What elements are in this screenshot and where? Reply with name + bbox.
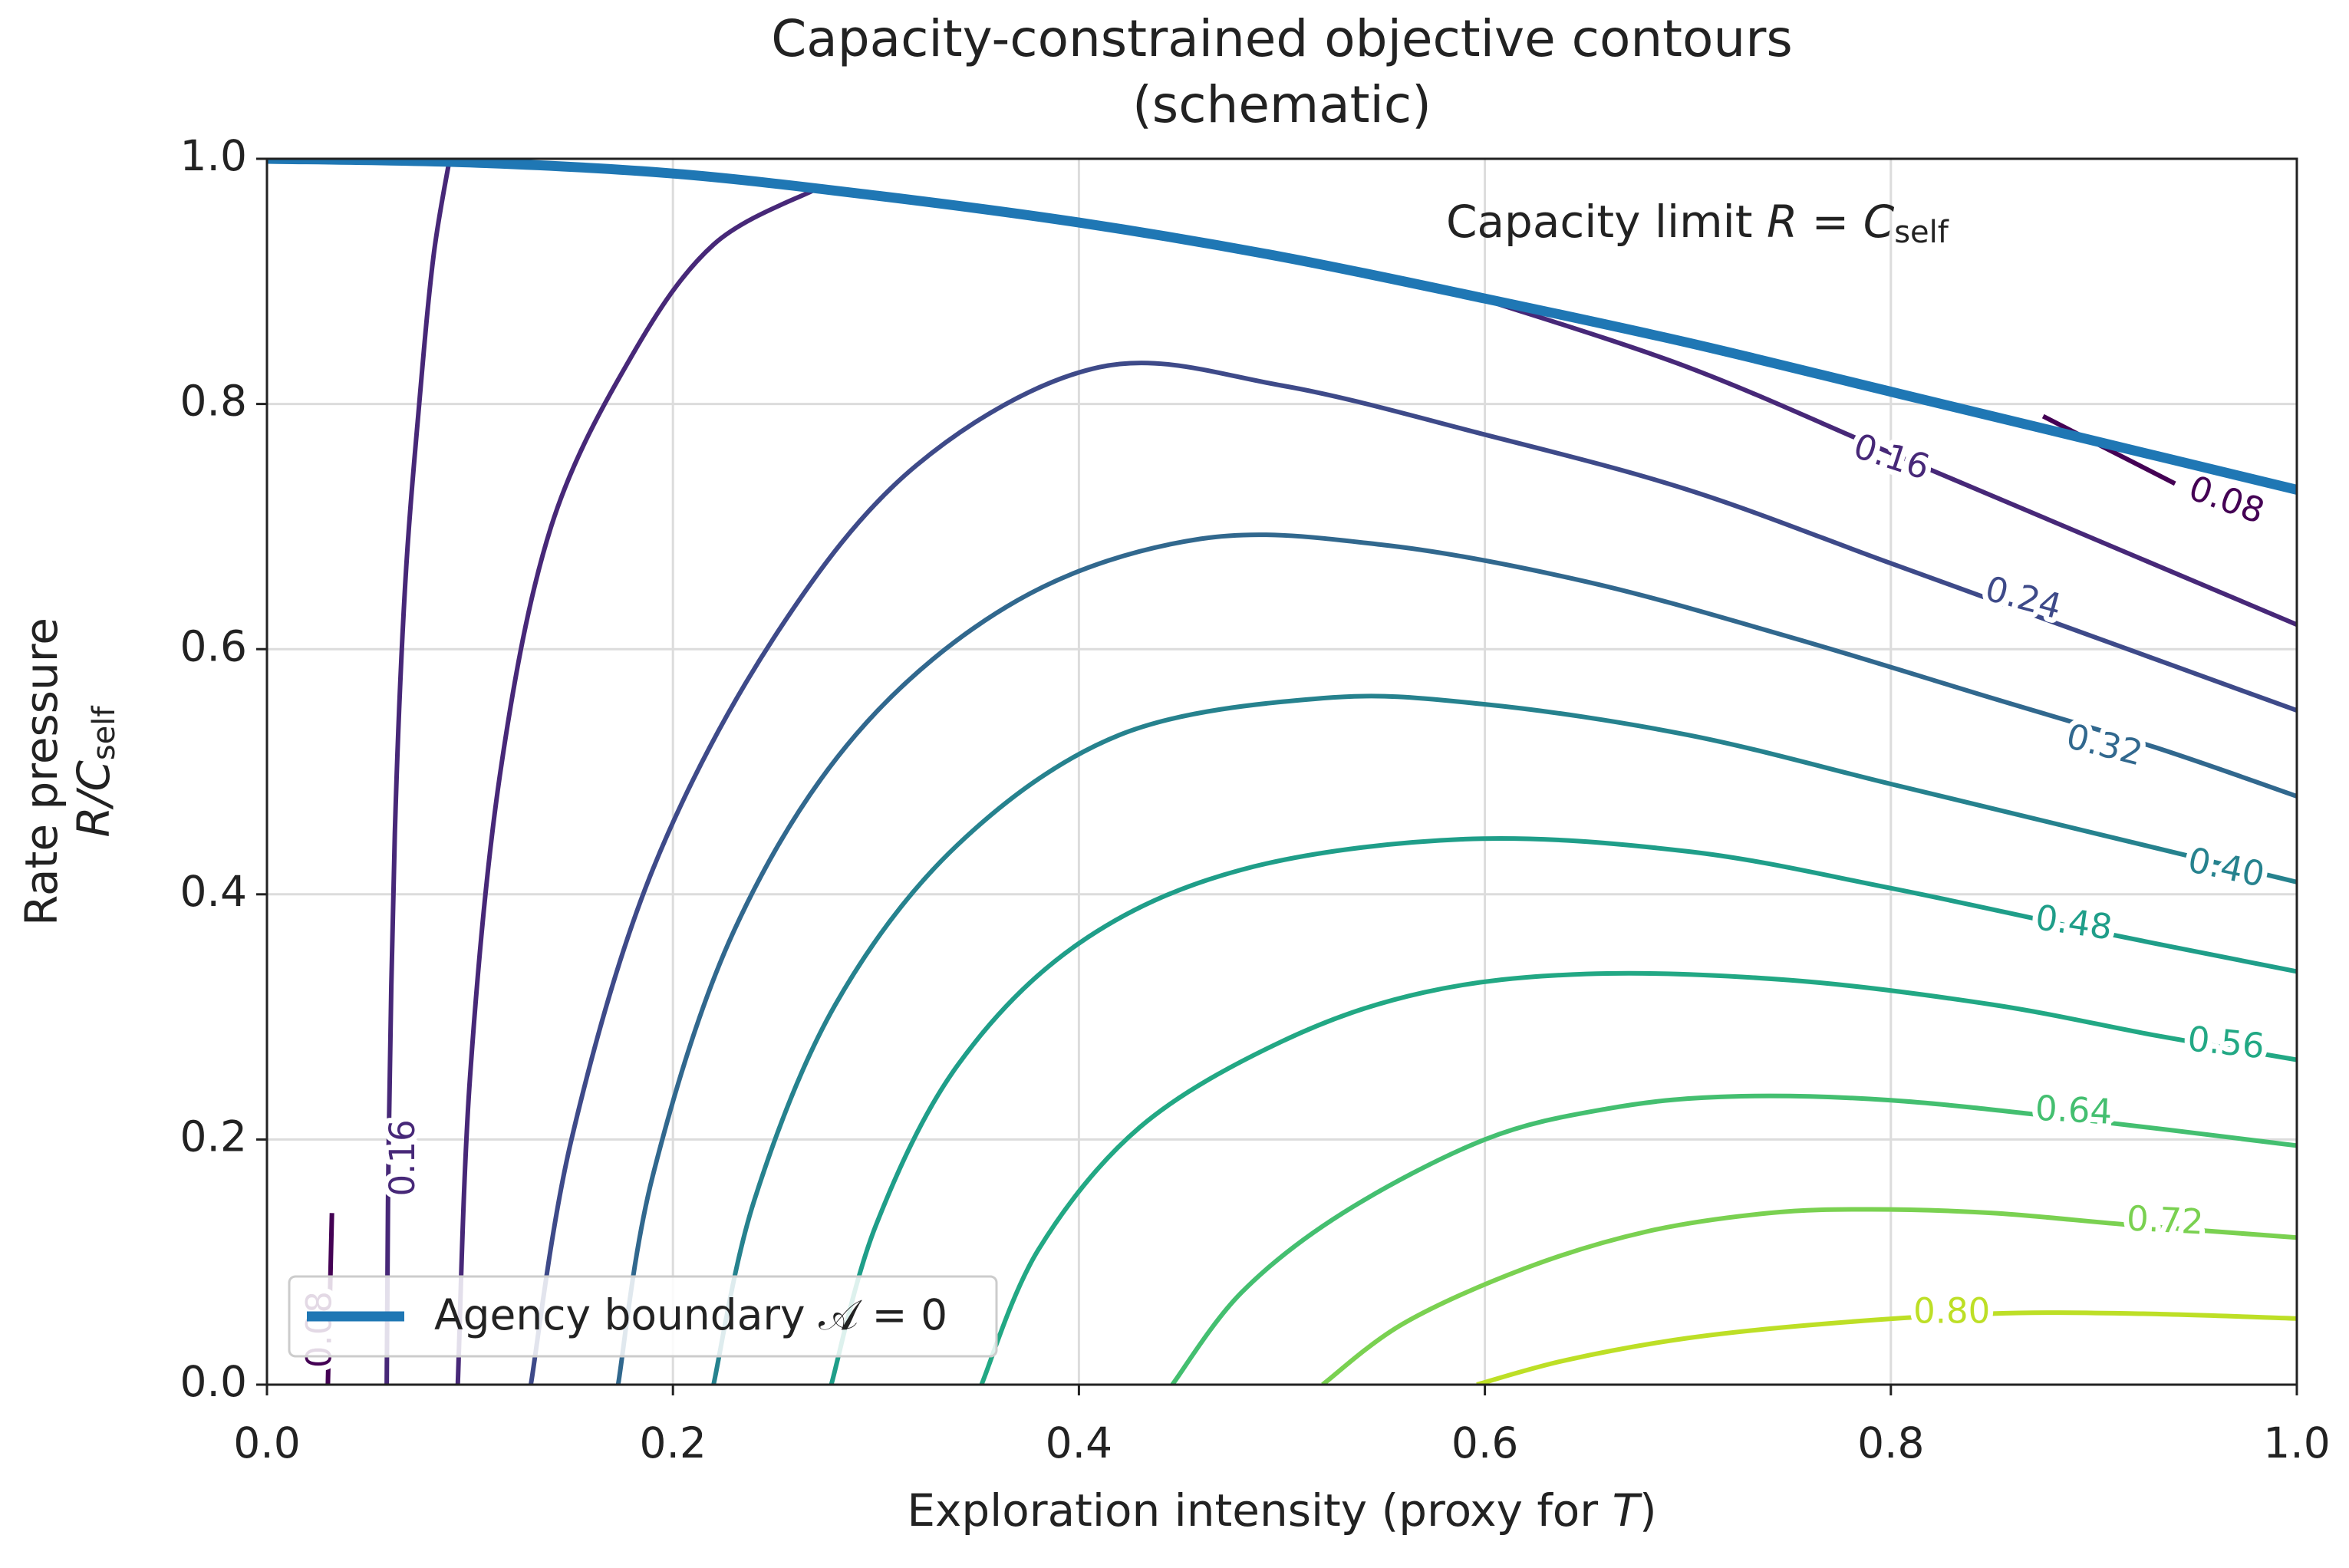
annotation-text: Capacity limit xyxy=(1446,196,1767,248)
plot-frame xyxy=(265,157,2298,1386)
y-tick-label: 0.2 xyxy=(180,1112,247,1161)
x-tick-label: 0.6 xyxy=(1451,1418,1518,1468)
contour-line xyxy=(1321,1207,2297,1385)
contour-label: 0.80 xyxy=(1913,1290,1990,1331)
annotation-sub: self xyxy=(1894,215,1949,250)
contour-line xyxy=(615,532,2297,1385)
y-tick-label: 1.0 xyxy=(180,131,247,180)
x-axis-label-text: Exploration intensity (proxy for xyxy=(907,1484,1612,1537)
annotation: Capacity limit R = Cself xyxy=(1446,196,1949,250)
y-tick-label: 0.8 xyxy=(180,377,247,426)
plot-area: 0.0 0.2 0.4 0.6 0.8 1.00.00.20.40.60.81.00.08… xyxy=(180,131,2331,1468)
legend-box xyxy=(288,1275,998,1358)
y-axis-label-symbol: R/C xyxy=(68,760,120,838)
contour-label: 0.64 xyxy=(2034,1088,2113,1132)
annotation-math: R = C xyxy=(1767,196,1895,248)
y-axis-label-sub: self xyxy=(87,706,122,761)
contour-label: 0.40 xyxy=(2185,839,2268,895)
contour-label: 0.56 xyxy=(2186,1018,2266,1066)
y-axis-label-text: Rate pressure xyxy=(15,618,68,926)
contour-line xyxy=(829,835,2297,1385)
contour-line xyxy=(384,159,2297,1385)
legend-label: Agency boundary 𝒜 = 0 xyxy=(434,1290,947,1339)
boundary-line xyxy=(267,159,2297,495)
contour-label: 0.24 xyxy=(1981,568,2066,627)
y-tick-label: 0.6 xyxy=(180,621,247,670)
contour-line xyxy=(1170,1093,2297,1385)
x-axis-label-end: ) xyxy=(1639,1484,1657,1537)
contour-line xyxy=(325,413,2176,1385)
x-tick-label: 0.4 xyxy=(1046,1418,1112,1468)
y-tick-label: 0.4 xyxy=(180,867,247,916)
chart-title: Capacity-constrained objective contours xyxy=(771,9,1793,68)
x-tick-label: 0.0 xyxy=(233,1418,300,1468)
y-axis-label: Rate pressure R/Cself xyxy=(15,618,122,926)
x-axis-label: Exploration intensity (proxy for T) xyxy=(907,1484,1656,1537)
contour-label: 0.16 xyxy=(382,1119,423,1196)
contour-label: 0.72 xyxy=(2126,1197,2205,1242)
contour-label: 0.32 xyxy=(2062,716,2146,774)
y-axis-label-math: R/Cself xyxy=(68,706,122,838)
x-tick-label: 1.0 xyxy=(2263,1418,2330,1468)
x-tick-label: 0.8 xyxy=(1857,1418,1924,1468)
contour-line xyxy=(1476,1310,2297,1385)
chart-subtitle: (schematic) xyxy=(1132,75,1431,134)
x-tick-label: 0.2 xyxy=(639,1418,706,1468)
contour-label: 0.48 xyxy=(2033,897,2115,947)
contour-line xyxy=(979,970,2297,1385)
x-axis-label-math: T xyxy=(1613,1484,1643,1537)
contour-line xyxy=(529,361,2297,1385)
contour-line xyxy=(711,693,2297,1385)
y-tick-label: 0.0 xyxy=(180,1357,247,1406)
